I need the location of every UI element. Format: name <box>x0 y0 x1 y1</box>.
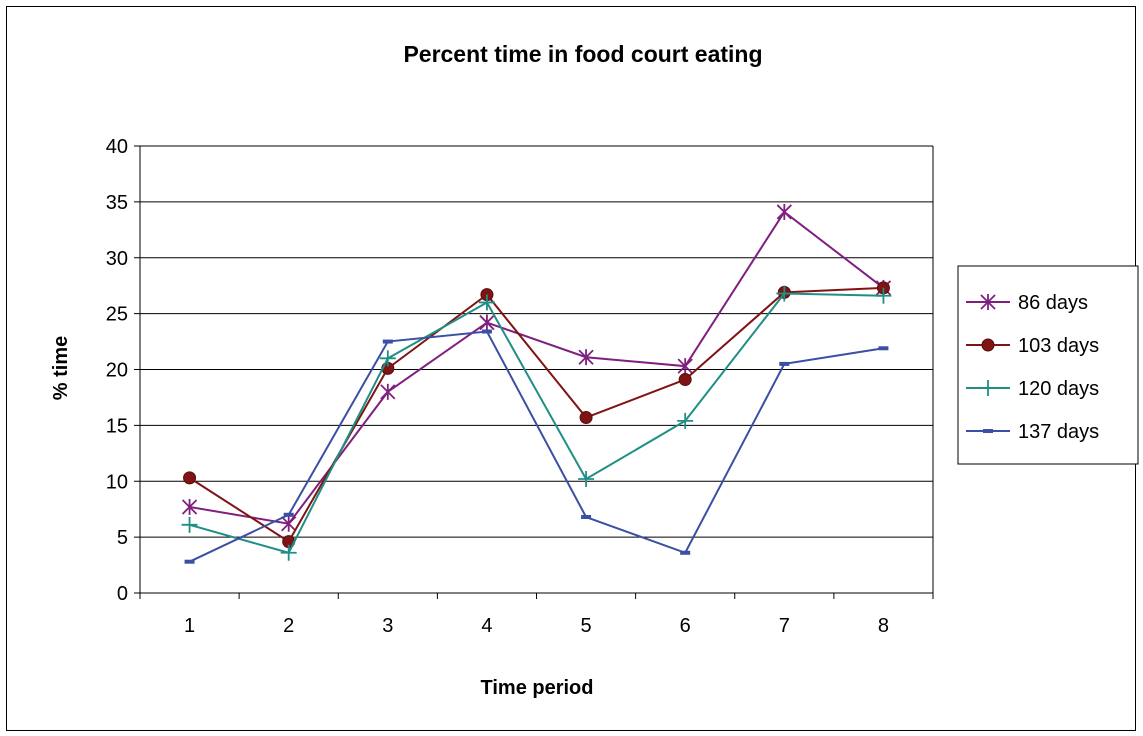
data-point <box>776 203 792 220</box>
legend-label: 103 days <box>1018 335 1099 357</box>
y-tick-label: 20 <box>106 360 128 382</box>
y-tick-label: 25 <box>106 304 128 326</box>
y-tick-label: 10 <box>106 471 128 493</box>
data-point <box>779 361 790 366</box>
data-point <box>581 515 592 520</box>
series-120-days <box>181 285 892 561</box>
series-line <box>189 330 884 563</box>
x-tick-label: 1 <box>184 615 195 637</box>
data-point <box>283 512 294 517</box>
data-point <box>379 350 396 367</box>
chart-title: Percent time in food court eating <box>403 41 762 67</box>
y-tick-label: 30 <box>106 248 128 270</box>
data-point <box>280 544 297 561</box>
data-point <box>181 516 198 533</box>
y-tick-label: 0 <box>117 583 128 605</box>
x-tick-label: 2 <box>283 615 294 637</box>
data-point <box>184 559 195 564</box>
data-point <box>677 412 694 429</box>
data-point <box>183 471 197 485</box>
legend-label: 86 days <box>1018 292 1088 314</box>
data-point <box>981 338 995 352</box>
data-point <box>875 287 892 304</box>
axes: 0 5 10 15 20 25 30 35 40 1 2 3 4 5 6 7 8 <box>106 136 934 637</box>
legend-item: 137 days <box>966 421 1099 443</box>
data-point <box>980 380 996 396</box>
data-point <box>776 285 793 302</box>
legend-item: 120 days <box>966 378 1099 400</box>
legend-label: 120 days <box>1018 378 1099 400</box>
data-point <box>578 349 594 366</box>
data-point <box>680 550 691 555</box>
x-tick-label: 5 <box>581 615 592 637</box>
y-tick-label: 40 <box>106 136 128 158</box>
y-tick-label: 15 <box>106 415 128 437</box>
series-137-days <box>184 329 889 564</box>
y-tick-label: 5 <box>117 527 128 549</box>
series-86-days <box>181 203 892 532</box>
legend-item: 103 days <box>966 335 1099 357</box>
y-tick-label: 35 <box>106 192 128 214</box>
data-point <box>983 429 993 433</box>
legend-label: 137 days <box>1018 421 1099 443</box>
x-tick-label: 3 <box>382 615 393 637</box>
legend: 86 days 103 days 120 days 137 days <box>957 265 1139 465</box>
y-axis-title: % time <box>50 336 72 400</box>
data-point <box>578 471 595 488</box>
y-axis-title-group: % time <box>50 336 72 400</box>
series-line <box>189 210 885 525</box>
data-point <box>281 515 297 532</box>
series-line <box>189 286 884 544</box>
x-axis-title: Time period <box>481 677 594 699</box>
data-point <box>579 411 593 425</box>
data-point <box>380 383 396 400</box>
series-line <box>189 292 884 554</box>
data-point <box>181 498 198 515</box>
series-group <box>181 203 892 564</box>
x-tick-label: 4 <box>481 615 492 637</box>
x-tick-label: 7 <box>779 615 790 637</box>
data-point <box>878 346 889 351</box>
data-point <box>678 373 692 387</box>
data-point <box>481 329 492 334</box>
legend-item: 86 days <box>966 292 1088 314</box>
data-point <box>478 294 495 311</box>
x-tick-label: 8 <box>878 615 889 637</box>
data-point <box>479 314 495 331</box>
data-point <box>677 358 693 375</box>
data-point <box>382 339 393 344</box>
x-tick-label: 6 <box>680 615 691 637</box>
data-point <box>980 294 996 310</box>
